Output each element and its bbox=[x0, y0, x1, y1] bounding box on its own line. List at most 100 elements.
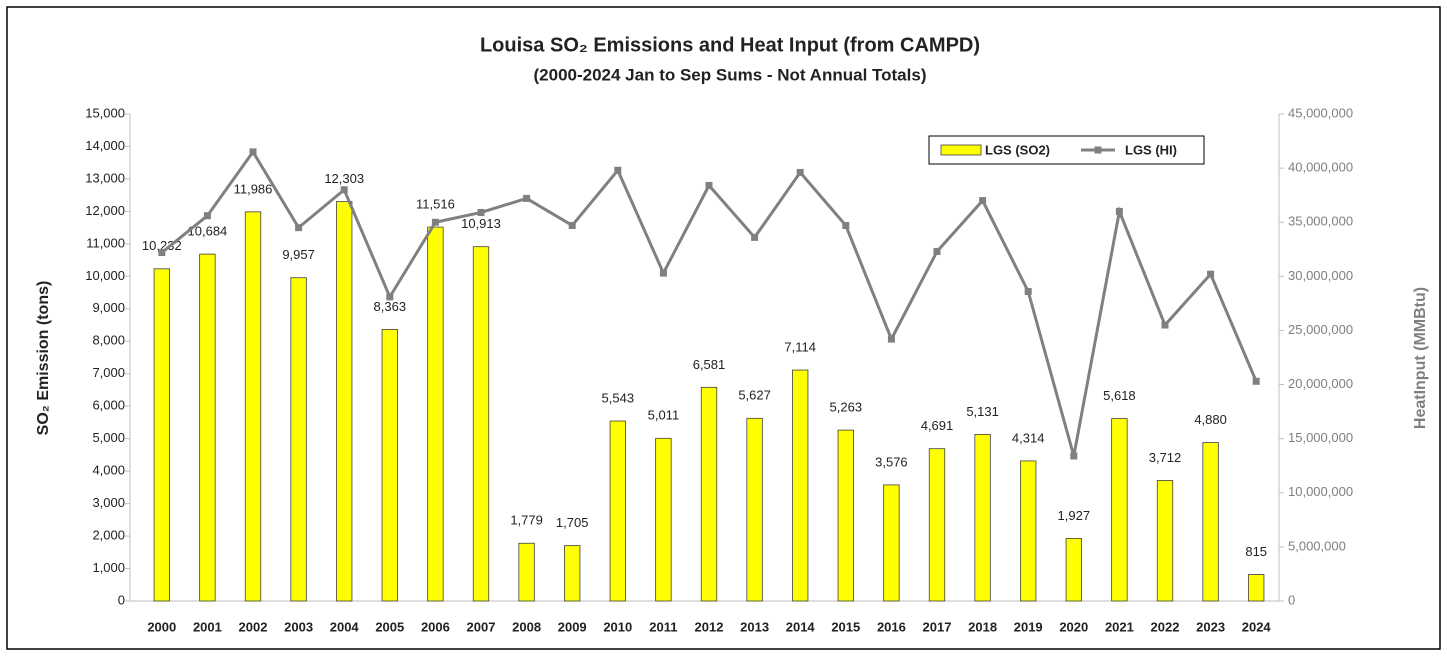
y-tick-label: 8,000 bbox=[92, 333, 125, 348]
y2-tick-label: 25,000,000 bbox=[1288, 322, 1353, 337]
data-label: 12,303 bbox=[324, 171, 364, 186]
x-tick-label: 2017 bbox=[923, 619, 952, 634]
x-tick-label: 2019 bbox=[1014, 619, 1043, 634]
chart-title: Louisa SO₂ Emissions and Heat Input (fro… bbox=[480, 34, 980, 56]
data-label: 10,232 bbox=[142, 238, 182, 253]
bar bbox=[381, 329, 398, 602]
marker bbox=[842, 221, 850, 229]
bar bbox=[1020, 460, 1037, 602]
y2-tick-label: 40,000,000 bbox=[1288, 160, 1353, 175]
bar bbox=[427, 226, 444, 602]
x-tick-label: 2020 bbox=[1059, 619, 1088, 634]
legend-swatch bbox=[1094, 146, 1102, 154]
bar bbox=[1248, 574, 1265, 602]
x-tick-label: 2010 bbox=[603, 619, 632, 634]
bar bbox=[199, 253, 216, 602]
bar bbox=[472, 246, 490, 602]
data-label: 11,516 bbox=[416, 197, 455, 212]
marker bbox=[1024, 287, 1032, 295]
y-tick-label: 2,000 bbox=[92, 528, 125, 543]
x-tick-label: 2015 bbox=[831, 619, 860, 634]
x-tick-label: 2006 bbox=[421, 619, 450, 634]
y-tick-label: 12,000 bbox=[85, 203, 125, 218]
bar bbox=[837, 429, 854, 602]
y-axis-label: SO₂ Emission (tons) bbox=[35, 281, 52, 436]
marker bbox=[751, 233, 759, 241]
marker bbox=[523, 194, 531, 202]
x-tick-label: 2011 bbox=[649, 619, 677, 634]
data-label: 4,314 bbox=[1012, 430, 1045, 445]
data-label: 1,779 bbox=[510, 513, 543, 528]
marker bbox=[249, 148, 257, 156]
marker bbox=[477, 208, 485, 216]
data-label: 6,581 bbox=[693, 357, 726, 372]
marker bbox=[979, 197, 987, 205]
x-tick-label: 2012 bbox=[695, 619, 724, 634]
x-tick-label: 2005 bbox=[375, 619, 404, 634]
data-label: 3,712 bbox=[1149, 450, 1182, 465]
data-label: 815 bbox=[1245, 544, 1267, 559]
y-tick-label: 13,000 bbox=[85, 170, 125, 185]
y2-tick-label: 5,000,000 bbox=[1288, 538, 1346, 553]
data-label: 5,618 bbox=[1103, 388, 1136, 403]
marker bbox=[705, 181, 713, 189]
bar bbox=[1065, 538, 1082, 602]
marker bbox=[340, 186, 348, 194]
bar bbox=[700, 386, 718, 602]
y-tick-label: 0 bbox=[118, 592, 125, 607]
y-tick-label: 7,000 bbox=[92, 365, 125, 380]
bar bbox=[792, 369, 809, 602]
x-tick-label: 2002 bbox=[239, 619, 268, 634]
data-label: 5,131 bbox=[966, 404, 999, 419]
data-label: 10,684 bbox=[188, 224, 228, 239]
x-tick-label: 2007 bbox=[467, 619, 496, 634]
x-tick-label: 2022 bbox=[1151, 619, 1180, 634]
marker bbox=[796, 168, 804, 176]
x-tick-label: 2018 bbox=[968, 619, 997, 634]
y-tick-label: 15,000 bbox=[85, 105, 125, 120]
x-tick-label: 2008 bbox=[512, 619, 541, 634]
x-tick-label: 2024 bbox=[1242, 619, 1272, 634]
bar bbox=[609, 420, 626, 602]
y-tick-label: 9,000 bbox=[92, 300, 125, 315]
bar bbox=[655, 437, 672, 602]
legend-swatch bbox=[940, 144, 982, 156]
marker bbox=[431, 218, 439, 226]
marker bbox=[1252, 377, 1260, 385]
y2-tick-label: 30,000,000 bbox=[1288, 268, 1353, 283]
marker bbox=[295, 224, 303, 232]
y2-axis-label: HeatInput (MMBtu) bbox=[1412, 287, 1429, 429]
x-tick-label: 2009 bbox=[558, 619, 587, 634]
bar bbox=[746, 417, 763, 602]
data-label: 1,927 bbox=[1058, 508, 1091, 523]
y-tick-label: 3,000 bbox=[92, 495, 125, 510]
bar bbox=[883, 484, 900, 602]
x-tick-label: 2003 bbox=[284, 619, 313, 634]
marker bbox=[933, 247, 941, 255]
x-tick-label: 2000 bbox=[147, 619, 176, 634]
x-tick-label: 2004 bbox=[330, 619, 360, 634]
bar bbox=[1202, 442, 1219, 602]
data-label: 1,705 bbox=[556, 515, 589, 530]
marker bbox=[1070, 452, 1078, 460]
x-tick-label: 2001 bbox=[193, 619, 222, 634]
marker bbox=[203, 212, 211, 220]
data-label: 3,576 bbox=[875, 454, 908, 469]
chart-subtitle: (2000-2024 Jan to Sep Sums - Not Annual … bbox=[534, 65, 927, 84]
bar bbox=[153, 268, 170, 602]
bar bbox=[290, 277, 307, 602]
y-tick-label: 5,000 bbox=[92, 430, 125, 445]
x-tick-label: 2016 bbox=[877, 619, 906, 634]
data-label: 8,363 bbox=[374, 299, 407, 314]
y-tick-label: 6,000 bbox=[92, 398, 125, 413]
data-label: 5,263 bbox=[830, 400, 863, 415]
marker bbox=[659, 269, 667, 277]
y2-tick-label: 35,000,000 bbox=[1288, 214, 1353, 229]
marker bbox=[887, 335, 895, 343]
chart-frame bbox=[6, 6, 1441, 650]
data-label: 5,011 bbox=[648, 408, 680, 423]
x-tick-label: 2023 bbox=[1196, 619, 1225, 634]
x-tick-label: 2014 bbox=[786, 619, 816, 634]
data-label: 7,114 bbox=[784, 339, 816, 354]
marker bbox=[1161, 321, 1169, 329]
